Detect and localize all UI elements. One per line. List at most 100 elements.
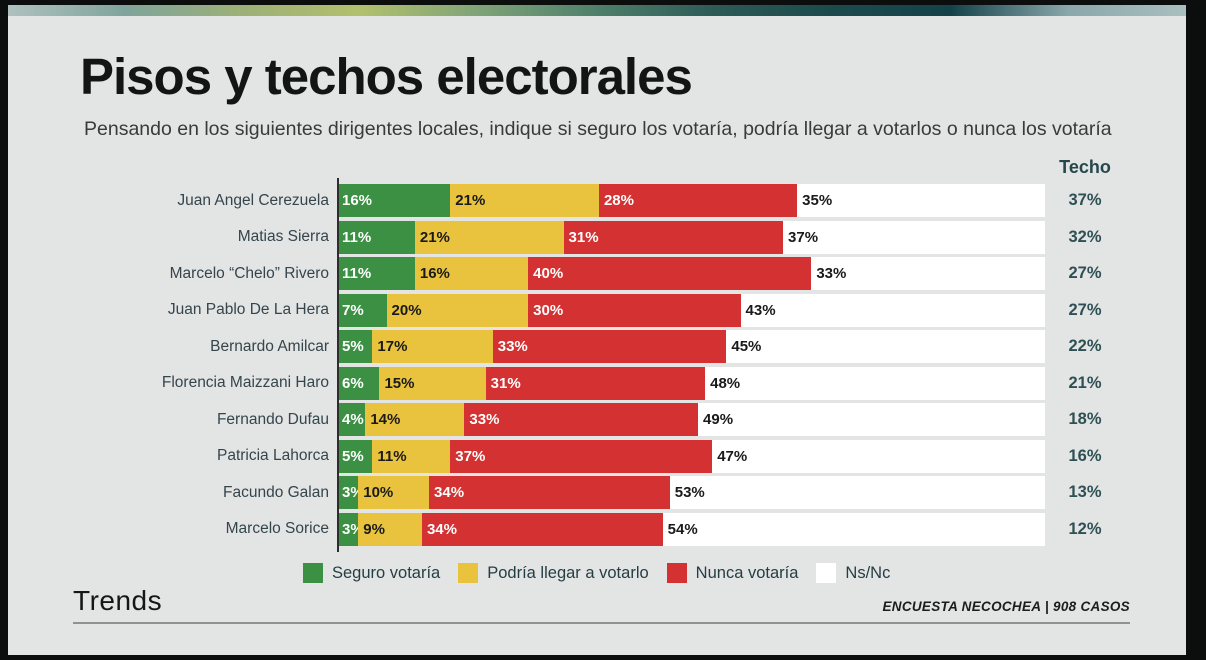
trends-logo: Trends	[73, 585, 163, 616]
candidate-name: Facundo Galan	[223, 483, 329, 501]
slide: Pisos y techos electorales Pensando en l…	[8, 5, 1186, 655]
bar-segment-seguro: 6%	[337, 366, 380, 400]
chart-title: Pisos y techos electorales	[80, 48, 693, 105]
bar-segment-seguro: 3%	[337, 476, 364, 509]
chart-row: Juan Angel Cerezuela 16% 21% 28% 35% 37%	[8, 184, 1186, 217]
bar-segment-nsnc: 53%	[669, 476, 1045, 509]
bar-segment-nsnc: 54%	[662, 512, 1045, 546]
techo-value: 21%	[1068, 373, 1102, 392]
legend-label: Ns/Nc	[845, 563, 891, 582]
techo-value: 13%	[1068, 483, 1102, 501]
bar-segment-podria: 14%	[365, 403, 465, 436]
bar-segment-seguro: 11%	[337, 257, 415, 290]
bar-segment-seguro: 5%	[337, 330, 373, 363]
techo-value: 22%	[1068, 337, 1102, 355]
stacked-bar: 16% 21% 28% 35%	[337, 184, 1045, 217]
bar-segment-nunca: 31%	[485, 366, 706, 400]
stacked-bar: 7% 20% 30% 43%	[337, 293, 1045, 327]
candidate-name: Marcelo “Chelo” Rivero	[169, 264, 329, 282]
bar-segment-podria: 16%	[414, 257, 529, 290]
legend-swatch-seguro	[303, 563, 323, 583]
bar-segment-podria: 10%	[358, 476, 430, 509]
techo-value: 12%	[1068, 519, 1102, 538]
legend-swatch-nunca	[666, 563, 687, 583]
bar-segment-seguro: 4%	[337, 403, 366, 436]
legend-item: Nunca votaría	[666, 563, 799, 583]
techo-value: 32%	[1068, 227, 1102, 246]
legend-item: Podría llegar a votarlo	[458, 563, 649, 583]
legend-swatch-podria	[458, 563, 479, 583]
bar-segment-nsnc: 43%	[740, 293, 1045, 327]
legend-label: Podría llegar a votarlo	[487, 563, 649, 582]
techo-value: 16%	[1068, 446, 1102, 465]
techo-value: 37%	[1068, 191, 1102, 209]
legend-swatch-nsnc	[816, 563, 837, 583]
stacked-bar: 5% 17% 33% 45%	[337, 330, 1045, 363]
chart-legend: Seguro votaría Podría llegar a votarlo Nun…	[303, 563, 890, 583]
candidate-name: Matias Sierra	[237, 228, 329, 245]
legend-item: Ns/Nc	[816, 563, 890, 583]
stacked-bar: 11% 21% 31% 37%	[337, 220, 1045, 254]
bar-segment-nunca: 40%	[528, 257, 812, 290]
bar-segment-nsnc: 35%	[797, 184, 1045, 217]
techo-column-header: Techo	[1059, 157, 1111, 177]
candidate-name: Bernardo Amilcar	[210, 337, 329, 355]
legend-item: Seguro votaría	[303, 563, 440, 583]
chart-row: Marcelo “Chelo” Rivero 11% 16% 40% 33% 27%	[8, 257, 1186, 290]
bar-segment-nsnc: 49%	[698, 403, 1045, 436]
chart-row: Patricia Lahorca 5% 11% 37% 47% 16%	[8, 439, 1186, 473]
candidate-name: Fernando Dufau	[216, 410, 329, 428]
bar-segment-nsnc: 45%	[726, 330, 1045, 363]
candidate-name: Patricia Lahorca	[216, 447, 329, 464]
chart-subtitle: Pensando en los siguientes dirigentes lo…	[84, 118, 1112, 140]
chart-row: Juan Pablo De La Hera 7% 20% 30% 43% 27%	[8, 293, 1186, 327]
stacked-bar: 4% 14% 33% 49%	[337, 403, 1045, 436]
chart-row: Bernardo Amilcar 5% 17% 33% 45% 22%	[8, 330, 1186, 363]
bar-segment-nunca: 37%	[450, 439, 713, 473]
chart-row: Florencia Maizzani Haro 6% 15% 31% 48% 21%	[8, 366, 1186, 400]
stacked-bar: 11% 16% 40% 33%	[337, 257, 1045, 290]
bar-segment-podria: 17%	[372, 330, 493, 363]
bar-segment-nunca: 33%	[464, 403, 699, 436]
bar-segment-seguro: 11%	[337, 220, 415, 254]
chart-row: Matias Sierra 11% 21% 31% 37% 32%	[8, 220, 1186, 254]
stacked-bar-chart: Juan Angel Cerezuela 16% 21% 28% 35% 37% Matia…	[8, 184, 1186, 546]
bar-segment-seguro: 5%	[337, 439, 373, 473]
candidate-name: Juan Pablo De La Hera	[167, 301, 329, 318]
bar-segment-nunca: 28%	[598, 184, 798, 217]
top-gradient-strip	[8, 5, 1186, 16]
bar-segment-seguro: 3%	[337, 512, 364, 546]
legend-label: Nunca votaría	[695, 563, 799, 582]
bar-segment-seguro: 16%	[337, 184, 451, 217]
candidate-name: Marcelo Sorice	[225, 520, 329, 537]
techo-value: 18%	[1068, 410, 1102, 428]
source-text: ENCUESTA NECOCHEA | 908 CASOS	[882, 599, 1130, 614]
candidate-name: Juan Angel Cerezuela	[177, 191, 329, 209]
bar-segment-nunca: 34%	[421, 512, 663, 546]
stacked-bar: 5% 11% 37% 47%	[337, 439, 1045, 473]
stacked-bar: 3% 10% 34% 53%	[337, 476, 1045, 509]
bar-segment-nunca: 30%	[528, 293, 741, 327]
bar-segment-nunca: 34%	[429, 476, 670, 509]
bar-segment-nunca: 33%	[492, 330, 727, 363]
bar-segment-podria: 21%	[450, 184, 599, 217]
chart-row: Marcelo Sorice 3% 9% 34% 54% 12%	[8, 512, 1186, 546]
bar-segment-nsnc: 37%	[783, 220, 1045, 254]
stacked-bar: 6% 15% 31% 48%	[337, 366, 1045, 400]
chart-row: Fernando Dufau 4% 14% 33% 49% 18%	[8, 403, 1186, 436]
techo-value: 27%	[1068, 300, 1102, 319]
bar-segment-podria: 21%	[414, 220, 564, 254]
bar-segment-nsnc: 48%	[705, 366, 1045, 400]
stacked-bar: 3% 9% 34% 54%	[337, 512, 1045, 546]
chart-axis-line	[337, 178, 339, 552]
techo-value: 27%	[1068, 264, 1102, 282]
legend-label: Seguro votaría	[332, 563, 441, 582]
bar-segment-podria: 11%	[372, 439, 451, 473]
bar-segment-podria: 20%	[386, 293, 529, 327]
bar-segment-nsnc: 47%	[712, 439, 1045, 473]
chart-row: Facundo Galan 3% 10% 34% 53% 13%	[8, 476, 1186, 509]
bar-segment-podria: 15%	[379, 366, 486, 400]
bar-segment-seguro: 7%	[337, 293, 387, 327]
bar-segment-nunca: 31%	[563, 220, 784, 254]
footer-divider	[73, 622, 1130, 624]
